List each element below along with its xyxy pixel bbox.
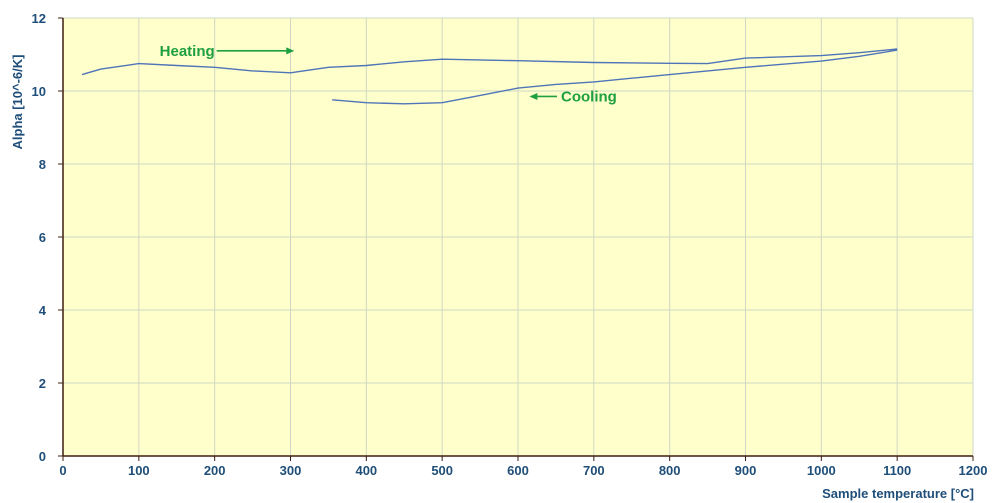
gridlines xyxy=(63,17,974,456)
axes: 0 100 200 300 400 500 600 700 800 900 1000 1100 1200… xyxy=(32,11,988,478)
arrowhead-icon xyxy=(529,92,538,100)
y-tick-label: 2 xyxy=(39,376,46,391)
x-tick-label: 500 xyxy=(431,463,453,478)
x-tick-label: 900 xyxy=(735,463,757,478)
x-axis-title: Sample temperature [°C] xyxy=(822,486,974,501)
annotations: Heating Cooling xyxy=(160,43,617,106)
y-tick-label: 6 xyxy=(39,230,46,245)
y-tick-label: 4 xyxy=(39,303,47,318)
x-tick-label: 1200 xyxy=(959,463,988,478)
x-tick-label: 200 xyxy=(204,463,226,478)
y-tick-label: 10 xyxy=(32,84,46,99)
x-tick-label: 300 xyxy=(280,463,302,478)
arrowhead-icon xyxy=(286,47,295,55)
y-tick-label: 12 xyxy=(32,11,46,26)
series-lines xyxy=(81,48,898,105)
y-tick-label: 0 xyxy=(39,449,46,464)
annotation: Heating xyxy=(160,43,295,60)
series-line-1 xyxy=(81,48,898,76)
x-tick-label: 400 xyxy=(355,463,377,478)
annotation-label: Cooling xyxy=(561,88,617,105)
annotation: Cooling xyxy=(529,88,617,105)
x-tick-label: 100 xyxy=(128,463,150,478)
x-tick-label: 600 xyxy=(507,463,529,478)
x-tick-label: 1100 xyxy=(883,463,911,478)
x-tick-label: 700 xyxy=(583,463,605,478)
annotation-label: Heating xyxy=(160,43,215,60)
x-tick-label: 0 xyxy=(59,463,66,478)
x-tick-label: 1000 xyxy=(807,463,836,478)
series-line-2 xyxy=(332,49,898,105)
y-axis-title: Alpha [10^-6/K] xyxy=(10,55,25,150)
x-tick-label: 800 xyxy=(659,463,681,478)
y-tick-label: 8 xyxy=(39,157,46,172)
